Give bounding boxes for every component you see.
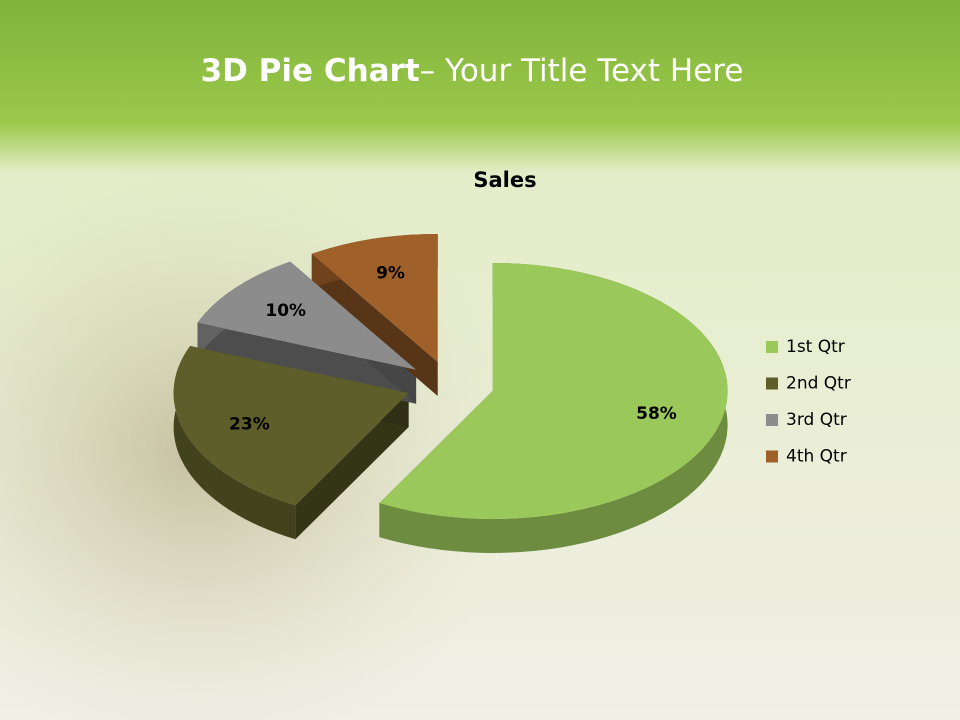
legend: 1st Qtr 2nd Qtr 3rd Qtr 4th Qtr bbox=[766, 337, 851, 467]
slice bbox=[197, 261, 417, 370]
legend-label: 3rd Qtr bbox=[786, 410, 847, 430]
slice bbox=[379, 262, 728, 519]
legend-label: 2nd Qtr bbox=[786, 374, 851, 394]
data-label: 9% bbox=[376, 263, 405, 283]
title-rest: – Your Title Text Here bbox=[420, 53, 744, 89]
legend-swatch bbox=[766, 414, 778, 426]
slice-side bbox=[379, 262, 728, 553]
legend-swatch bbox=[766, 341, 778, 353]
legend-swatch bbox=[766, 377, 778, 390]
chart-title: Sales bbox=[473, 168, 536, 192]
data-label: 23% bbox=[229, 414, 270, 434]
data-label: 10% bbox=[265, 301, 306, 321]
slice-wall bbox=[311, 253, 438, 396]
data-label: 58% bbox=[636, 404, 677, 424]
legend-label: 1st Qtr bbox=[786, 337, 845, 357]
pie-tops bbox=[173, 233, 728, 519]
slide-title: 3D Pie Chart– Your Title Text Here bbox=[201, 53, 744, 89]
title-bold: 3D Pie Chart bbox=[201, 53, 420, 89]
legend-label: 4th Qtr bbox=[786, 447, 847, 467]
data-labels: 58% 23% 10% 9% bbox=[229, 263, 677, 434]
slice bbox=[173, 345, 409, 506]
legend-swatch bbox=[766, 450, 778, 463]
slice-wall bbox=[295, 393, 409, 540]
slice bbox=[311, 233, 438, 362]
